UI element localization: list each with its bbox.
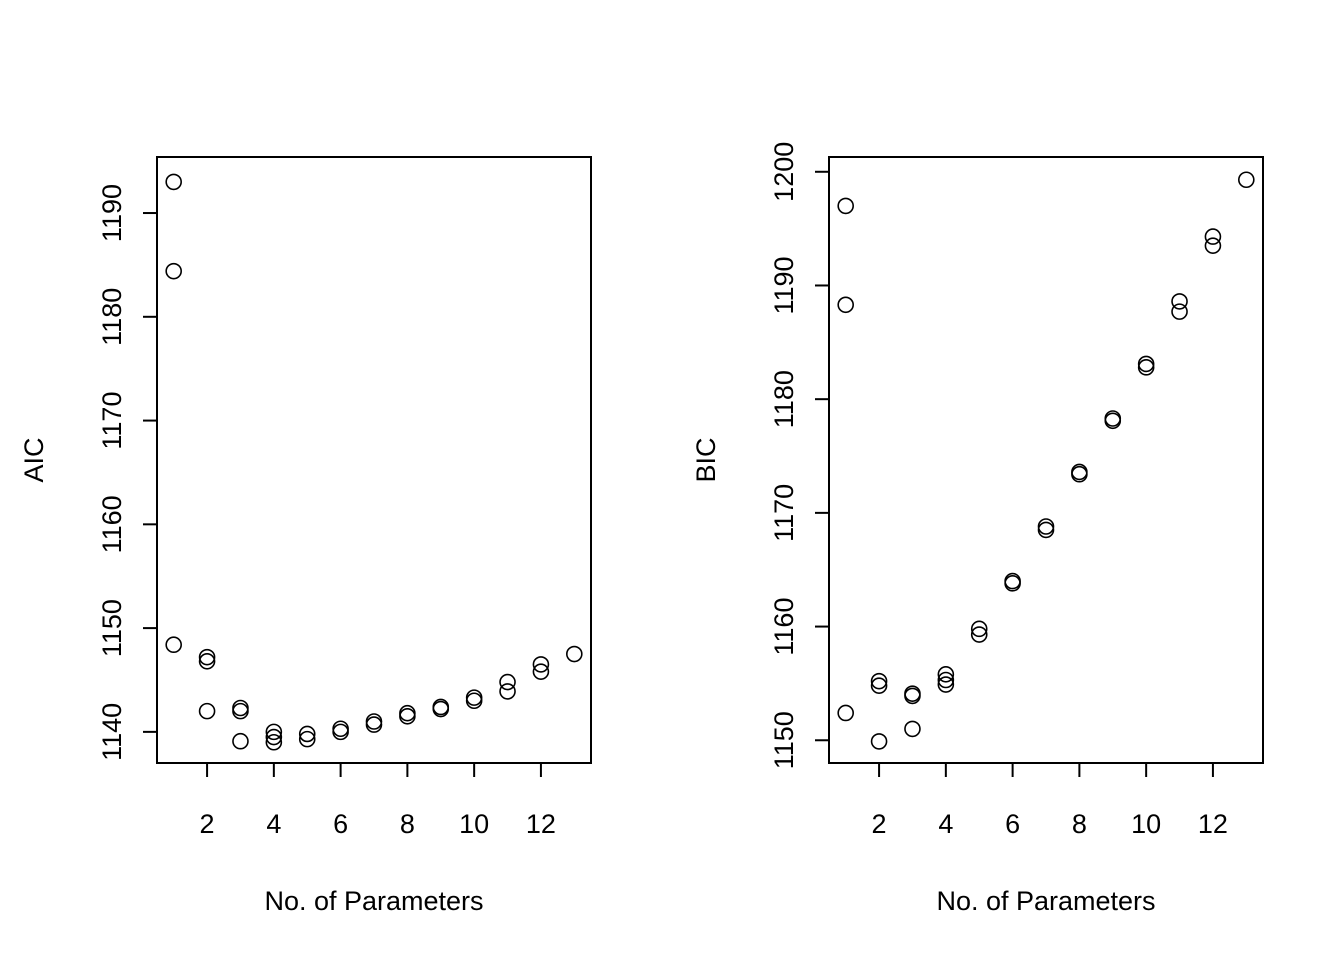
bic-data-point: [1171, 303, 1188, 320]
aic-data-point: [365, 716, 383, 733]
aic-data-point: [265, 728, 283, 746]
bic-data-point: [1004, 575, 1021, 592]
bic-x-tick-label: 4: [938, 809, 953, 839]
aic-data-point: [399, 704, 416, 722]
bic-data-point: [1204, 228, 1222, 245]
aic-x-tick-label: 10: [459, 809, 489, 839]
bic-data-point: [837, 296, 854, 314]
aic-data-point: [365, 713, 383, 730]
bic-data-point: [837, 704, 854, 722]
aic-data-point: [532, 663, 550, 680]
aic-x-tick-label: 8: [400, 809, 415, 839]
aic-y-tick-label: 1180: [97, 288, 127, 346]
aic-data-point: [532, 656, 550, 673]
bic-data-point: [970, 626, 988, 643]
aic-y-tick-label: 1190: [97, 184, 127, 242]
aic-x-tick-label: 6: [333, 809, 348, 839]
bic-data-point: [870, 677, 888, 694]
bic-data-point: [1037, 518, 1055, 535]
aic-plot-frame: [156, 156, 592, 764]
bic-y-tick-label: 1170: [769, 484, 799, 542]
aic-data-point: [499, 683, 516, 700]
aic-data-point: [432, 700, 450, 718]
aic-data-point: [165, 262, 182, 280]
aic-data-point: [332, 723, 349, 741]
bic-y-axis-label: BIC: [691, 437, 721, 482]
aic-data-point: [232, 699, 249, 717]
bic-data-point: [904, 720, 921, 738]
aic-x-tick-label: 2: [200, 809, 215, 839]
bic-data-point: [1071, 465, 1088, 483]
aic-y-tick-label: 1140: [97, 703, 127, 761]
aic-y-tick-label: 1150: [97, 599, 127, 657]
bic-data-point: [1104, 412, 1122, 430]
bic-data-point: [1037, 521, 1055, 539]
bic-data-point: [937, 676, 955, 693]
aic-data-point: [165, 636, 182, 654]
bic-data-point: [937, 666, 955, 683]
bic-x-tick-label: 12: [1198, 809, 1228, 839]
aic-data-point: [232, 732, 249, 750]
aic-data-point: [198, 653, 216, 670]
bic-x-tick-label: 6: [1005, 809, 1020, 839]
aic-y-axis-label: AIC: [19, 437, 49, 482]
aic-y-tick-label: 1160: [97, 495, 127, 553]
bic-y-tick-label: 1200: [769, 142, 799, 202]
bic-x-tick-label: 2: [872, 809, 887, 839]
bic-data-point: [870, 733, 888, 750]
bic-data-point: [1238, 171, 1255, 189]
bic-y-tick-label: 1190: [769, 256, 799, 314]
aic-data-point: [465, 692, 483, 710]
bic-y-tick-label: 1180: [769, 370, 799, 428]
aic-data-point: [499, 673, 516, 691]
bic-x-axis-label: No. of Parameters: [936, 886, 1155, 916]
aic-data-point: [298, 730, 316, 748]
bic-x-tick-label: 8: [1072, 809, 1087, 839]
bic-plot-frame: [828, 156, 1264, 764]
bic-data-point: [1137, 359, 1155, 376]
bic-data-point: [1137, 355, 1155, 373]
aic-data-point: [332, 720, 349, 738]
bic-data-point: [904, 687, 921, 705]
bic-x-tick-label: 10: [1131, 809, 1161, 839]
bic-data-point: [970, 620, 988, 638]
aic-x-axis-label: No. of Parameters: [264, 886, 483, 916]
aic-data-point: [566, 645, 583, 663]
bic-data-point: [1204, 237, 1222, 254]
aic-x-tick-label: 4: [266, 809, 281, 839]
aic-panel: 2 4 6 8 10 12 1140 1150 1160 1170 1180 1190 No. of P…: [19, 156, 592, 916]
aic-data-point: [198, 702, 216, 720]
aic-data-point: [465, 689, 483, 706]
aic-data-point: [165, 173, 182, 191]
aic-data-point: [399, 708, 416, 725]
aic-x-tick-label: 12: [526, 809, 556, 839]
aic-data-point: [265, 723, 283, 741]
bic-data-point: [870, 672, 888, 690]
bic-data-point: [837, 197, 854, 215]
bic-panel: 2 4 6 8 10 12 1150 1160 1170 1180 1190 1200 No. of P…: [691, 142, 1264, 916]
aic-data-point: [265, 733, 283, 751]
aic-y-tick-label: 1170: [97, 392, 127, 450]
bic-data-point: [1171, 293, 1188, 310]
aic-data-point: [232, 702, 249, 720]
bic-data-point: [937, 671, 955, 689]
bic-y-tick-label: 1150: [769, 711, 799, 769]
aic-data-point: [298, 725, 316, 743]
aic-data-point: [198, 648, 216, 666]
bic-y-tick-label: 1160: [769, 598, 799, 656]
